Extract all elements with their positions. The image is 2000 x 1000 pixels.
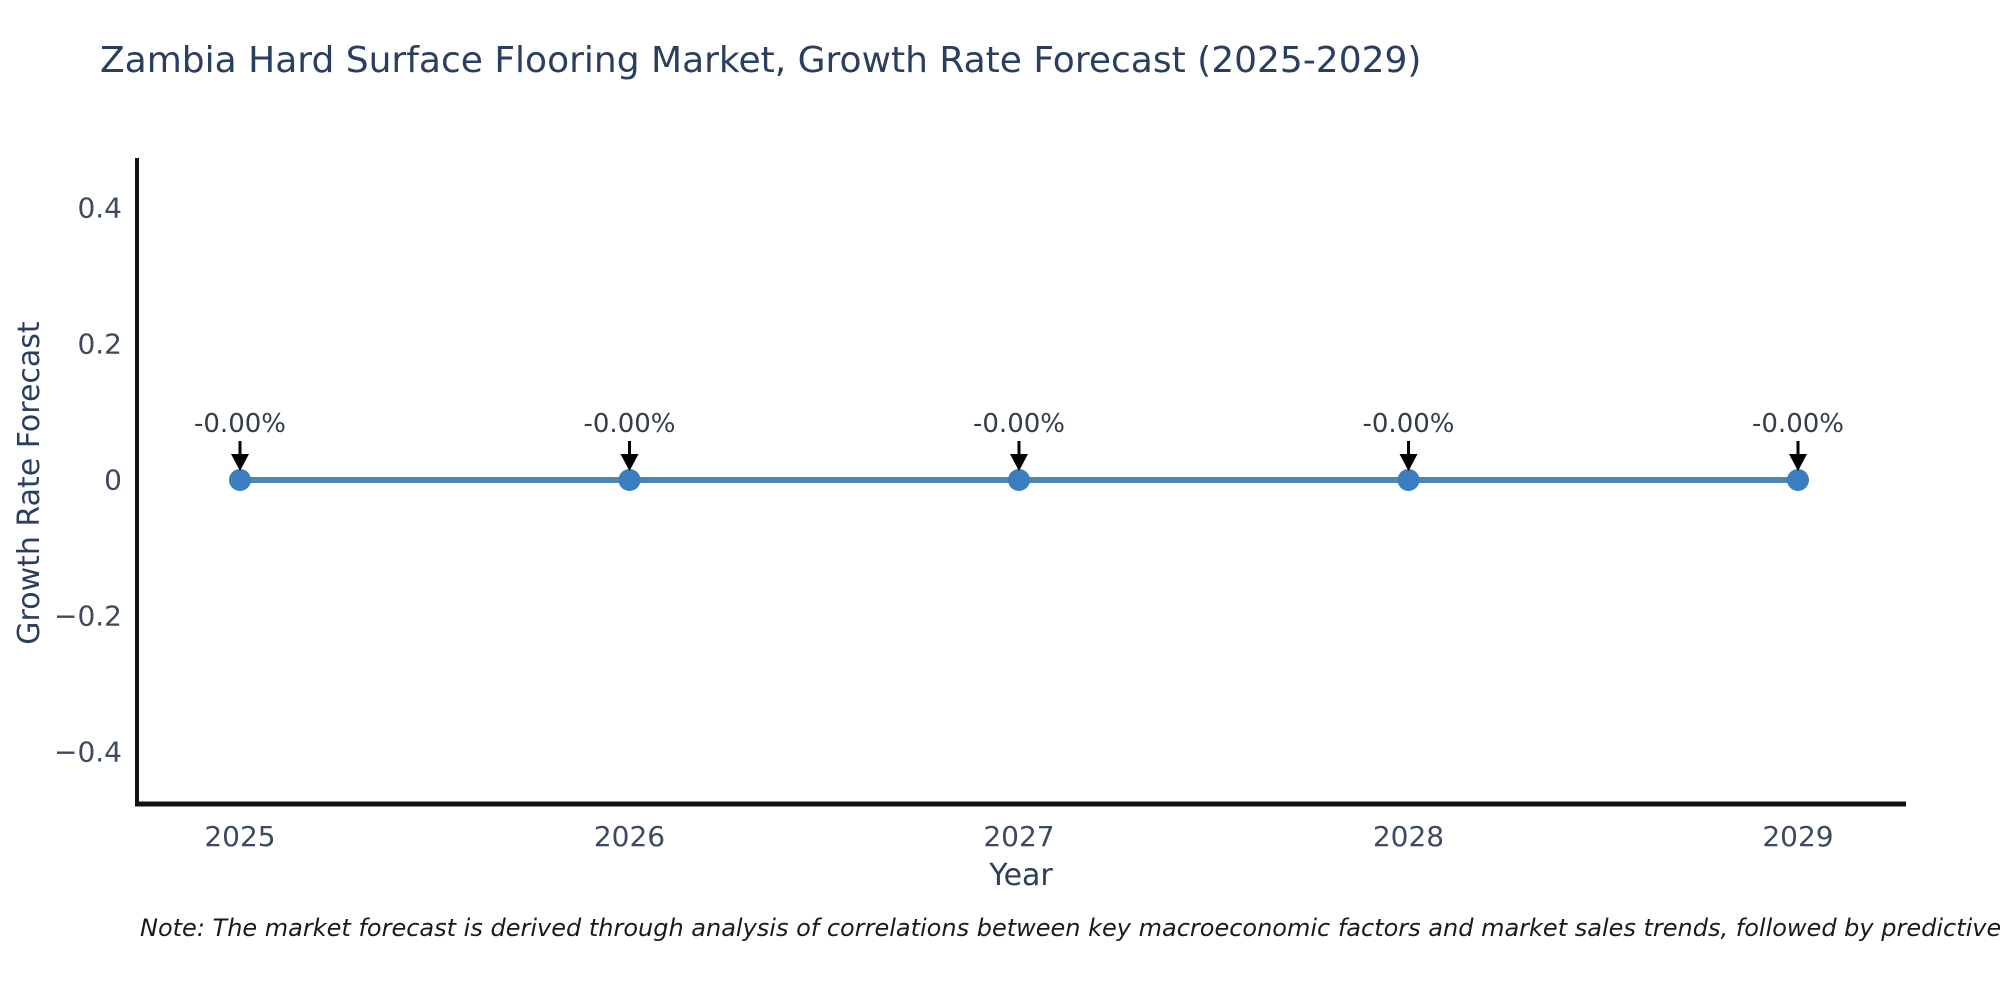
point-annotation: -0.00% — [584, 409, 676, 439]
footnote: Note: The market forecast is derived thr… — [140, 914, 2000, 942]
data-point-marker — [229, 469, 251, 491]
annotation-arrowhead — [1399, 454, 1418, 471]
point-annotation: -0.00% — [973, 409, 1065, 439]
y-tick-label: 0.4 — [77, 192, 122, 225]
annotation-arrowhead — [231, 454, 249, 471]
data-point-marker — [1397, 469, 1420, 491]
y-tick-label: −0.4 — [54, 736, 122, 769]
point-annotation: -0.00% — [1752, 409, 1844, 439]
data-point-marker — [1008, 469, 1030, 491]
y-tick-label: 0 — [104, 464, 122, 497]
x-tick-label: 2028 — [1373, 820, 1444, 853]
x-axis-title: Year — [989, 858, 1053, 893]
y-tick-label: −0.2 — [54, 600, 122, 633]
data-point-marker — [618, 469, 641, 491]
y-tick-label: 0.2 — [77, 328, 122, 361]
point-annotation: -0.00% — [194, 409, 286, 439]
x-tick-label: 2029 — [1762, 820, 1833, 853]
x-tick-label: 2026 — [594, 820, 665, 853]
annotation-arrowhead — [1789, 454, 1807, 471]
point-annotation: -0.00% — [1363, 409, 1455, 439]
chart-title: Zambia Hard Surface Flooring Market, Gro… — [100, 40, 1422, 81]
annotation-arrowhead — [620, 454, 639, 471]
x-tick-label: 2025 — [204, 820, 275, 853]
annotation-arrowhead — [1010, 454, 1028, 471]
data-point-marker — [1787, 469, 1809, 491]
x-tick-label: 2027 — [983, 820, 1054, 853]
